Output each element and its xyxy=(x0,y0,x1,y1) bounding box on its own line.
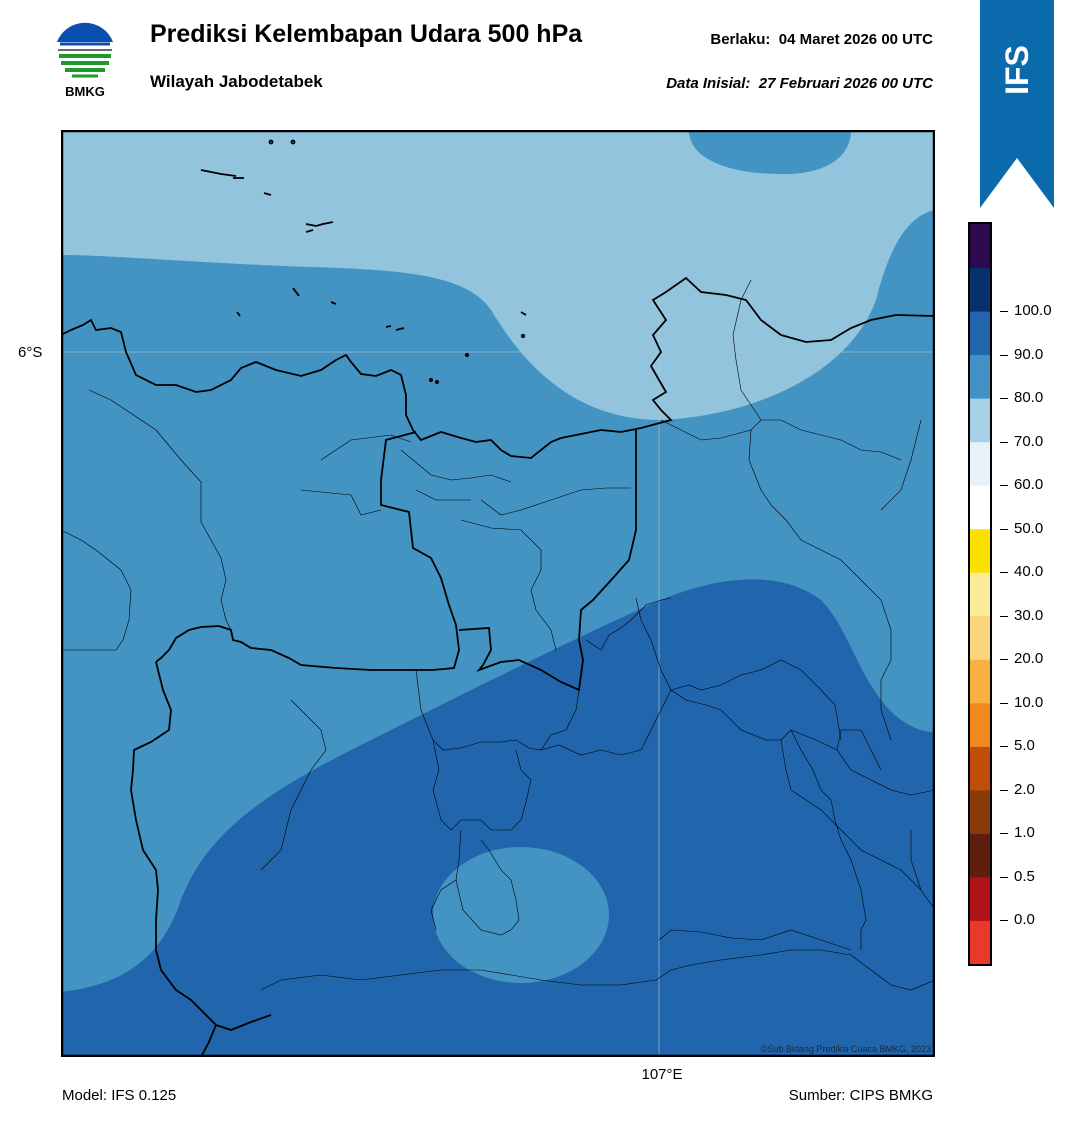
colorbar-tick xyxy=(1000,920,1008,922)
colorbar-segment xyxy=(970,224,990,269)
source-footer: Sumber: CIPS BMKG xyxy=(788,1087,933,1104)
colorbar-segment xyxy=(970,398,990,443)
colorbar-tick xyxy=(1000,528,1008,530)
humidity-70-80-patch-north xyxy=(689,130,851,175)
colorbar-segment xyxy=(970,267,990,312)
colorbar-tick xyxy=(1000,702,1008,704)
colorbar-label: 60.0 xyxy=(1014,476,1044,494)
colorbar-tick xyxy=(1000,876,1008,878)
colorbar-label: 80.0 xyxy=(1014,389,1044,407)
longitude-label: 107°E xyxy=(641,1066,683,1083)
colorbar-tick xyxy=(1000,485,1008,487)
colorbar-tick xyxy=(1000,746,1008,748)
colorbar-segment xyxy=(970,311,990,356)
regency-boundaries xyxy=(61,279,935,991)
valid-value: 04 Maret 2026 00 UTC xyxy=(778,31,933,48)
colorbar-segment xyxy=(970,876,990,921)
colorbar-tick xyxy=(1000,311,1008,313)
thousand-islands xyxy=(200,139,527,385)
colorbar-label: 1.0 xyxy=(1014,824,1035,842)
colorbar-label: 100.0 xyxy=(1014,302,1052,320)
humidity-80-90-area xyxy=(61,579,935,1057)
colorbar-segment xyxy=(970,659,990,704)
model-ribbon: IFS xyxy=(980,0,1054,208)
colorbar xyxy=(968,222,992,966)
region-subtitle: Wilayah Jabodetabek xyxy=(150,72,323,91)
colorbar-tick xyxy=(1000,833,1008,835)
colorbar-label: 2.0 xyxy=(1014,780,1035,798)
humidity-60-70-area xyxy=(61,130,935,420)
colorbar-segment xyxy=(970,702,990,747)
colorbar-label: 30.0 xyxy=(1014,606,1044,624)
colorbar-label: 40.0 xyxy=(1014,563,1044,581)
colorbar-segment xyxy=(970,833,990,878)
valid-label: Berlaku: xyxy=(710,31,771,48)
page-title: Prediksi Kelembapan Udara 500 hPa xyxy=(150,20,583,48)
colorbar-label: 5.0 xyxy=(1014,737,1035,755)
latitude-label: 6°S xyxy=(18,344,43,361)
model-footer: Model: IFS 0.125 xyxy=(62,1087,177,1104)
humidity-70-80-patch-south xyxy=(433,847,609,983)
colorbar-label: 50.0 xyxy=(1014,519,1044,537)
colorbar-labels: 0.0 0.5 1.0 2.0 5.0 10.0 20.0 30.0 40.0 50.0 60.0 7… xyxy=(1000,222,1080,966)
initial-value: 27 Februari 2026 00 UTC xyxy=(758,75,933,92)
colorbar-tick xyxy=(1000,615,1008,617)
valid-time: Berlaku: 04 Maret 2026 00 UTC xyxy=(600,31,933,48)
coastline xyxy=(61,276,935,459)
colorbar-segment xyxy=(970,441,990,486)
colorbar-tick xyxy=(1000,659,1008,661)
colorbar-label: 0.0 xyxy=(1014,911,1035,929)
colorbar-tick xyxy=(1000,572,1008,574)
colorbar-tick xyxy=(1000,398,1008,400)
map-frame xyxy=(60,129,936,1058)
colorbar-segment xyxy=(970,746,990,791)
colorbar-label: 0.5 xyxy=(1014,867,1035,885)
colorbar-tick xyxy=(1000,441,1008,443)
colorbar-segment xyxy=(970,920,990,965)
colorbar-segment xyxy=(970,528,990,573)
model-badge-text: IFS xyxy=(999,45,1035,95)
colorbar-tick xyxy=(1000,789,1008,791)
colorbar-segment xyxy=(970,485,990,530)
colorbar-tick xyxy=(1000,354,1008,356)
colorbar-segment xyxy=(970,354,990,399)
colorbar-frame xyxy=(968,222,992,966)
bmkg-logo: BMKG xyxy=(50,20,120,102)
humidity-map: ©Sub Bidang Prediksi Cuaca BMKG, 2023 xyxy=(60,129,936,1058)
colorbar-segment xyxy=(970,572,990,617)
colorbar-label: 20.0 xyxy=(1014,650,1044,668)
colorbar-label: 70.0 xyxy=(1014,432,1044,450)
colorbar-label: 10.0 xyxy=(1014,693,1044,711)
map-copyright: ©Sub Bidang Prediksi Cuaca BMKG, 2023 xyxy=(761,1044,931,1054)
bmkg-emblem-icon xyxy=(54,21,116,83)
colorbar-segment xyxy=(970,789,990,834)
initial-time: Data Inisial: 27 Februari 2026 00 UTC xyxy=(560,75,933,92)
initial-label: Data Inisial: xyxy=(666,75,751,92)
logo-text: BMKG xyxy=(65,84,105,99)
colorbar-segment xyxy=(970,615,990,660)
colorbar-label: 90.0 xyxy=(1014,345,1044,363)
